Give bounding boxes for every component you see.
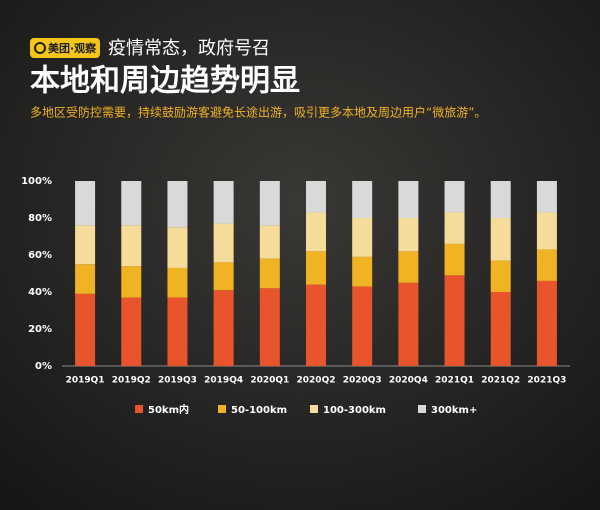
subtitle: 多地区受防控需要，持续鼓励游客避免长途出游，吸引更多本地及周边用户“微旅游”。 bbox=[30, 105, 486, 120]
bar-segment bbox=[75, 181, 96, 226]
bar-segment bbox=[121, 181, 142, 226]
y-tick-label: 40% bbox=[28, 287, 52, 298]
bar-segment bbox=[490, 260, 511, 292]
bar-segment bbox=[490, 218, 511, 261]
bar-segment bbox=[352, 286, 373, 366]
bar-segment bbox=[306, 251, 326, 285]
y-tick-label: 0% bbox=[35, 361, 52, 372]
bar-segment bbox=[444, 243, 465, 276]
legend-swatch bbox=[310, 405, 318, 413]
logo-text: 美团·观察 bbox=[48, 41, 97, 55]
bar-segment bbox=[490, 181, 511, 218]
legend-swatch bbox=[218, 405, 226, 413]
legend-swatch bbox=[418, 405, 426, 413]
bar-segment bbox=[490, 292, 511, 366]
bar-segment bbox=[398, 282, 419, 366]
bar-segment bbox=[398, 181, 419, 218]
bar-segment bbox=[75, 293, 96, 366]
bar-segment bbox=[352, 256, 373, 287]
bar-segment bbox=[213, 290, 234, 366]
bar-segment bbox=[306, 181, 326, 213]
x-tick-label: 2020Q1 bbox=[250, 376, 289, 386]
bar-segment bbox=[259, 181, 280, 226]
bar-segment bbox=[536, 212, 557, 250]
bar-segment bbox=[352, 218, 373, 257]
bar-segment bbox=[352, 181, 373, 218]
bar-segment bbox=[167, 297, 188, 366]
x-tick-label: 2019Q3 bbox=[158, 376, 197, 386]
bar-segment bbox=[121, 297, 142, 366]
bar-segment bbox=[398, 251, 419, 283]
bar-segment bbox=[444, 275, 465, 366]
kicker: 疫情常态，政府号召 bbox=[108, 38, 270, 59]
bar-segment bbox=[167, 267, 188, 298]
bar-segment bbox=[306, 212, 326, 252]
bar-segment bbox=[306, 284, 326, 366]
x-tick-label: 2020Q3 bbox=[343, 376, 382, 386]
x-tick-label: 2019Q4 bbox=[204, 376, 243, 386]
bar-segment bbox=[121, 266, 142, 298]
bar-segment bbox=[536, 249, 557, 281]
bar-segment bbox=[75, 225, 96, 265]
bar-segment bbox=[75, 264, 96, 294]
bar-segment bbox=[444, 212, 465, 244]
bar-segment bbox=[167, 181, 188, 228]
bar-segment bbox=[444, 181, 465, 213]
headline: 本地和周边趋势明显 bbox=[30, 64, 300, 99]
bar-segment bbox=[167, 227, 188, 268]
y-tick-label: 60% bbox=[28, 250, 52, 261]
bar-segment bbox=[213, 181, 234, 224]
bar-segment bbox=[259, 258, 280, 289]
bar-segment bbox=[213, 223, 234, 263]
x-tick-label: 2021Q3 bbox=[527, 376, 566, 386]
bar-segment bbox=[213, 262, 234, 291]
y-tick-label: 80% bbox=[28, 213, 52, 224]
legend-label: 100-300km bbox=[323, 405, 386, 416]
x-tick-label: 2021Q2 bbox=[481, 376, 520, 386]
bar-segment bbox=[259, 225, 280, 259]
x-tick-label: 2019Q1 bbox=[66, 376, 105, 386]
logo-icon bbox=[34, 42, 46, 54]
legend-swatch bbox=[135, 405, 143, 413]
y-tick-label: 100% bbox=[21, 176, 52, 187]
legend-label: 300km+ bbox=[431, 405, 477, 416]
x-tick-label: 2021Q1 bbox=[435, 376, 474, 386]
bar-segment bbox=[536, 181, 557, 213]
bar-segment bbox=[398, 218, 419, 252]
legend-label: 50km内 bbox=[148, 403, 189, 416]
x-tick-label: 2020Q4 bbox=[389, 376, 428, 386]
x-tick-label: 2019Q2 bbox=[112, 376, 151, 386]
logo-badge bbox=[30, 38, 100, 58]
bar-segment bbox=[536, 280, 557, 366]
x-tick-label: 2020Q2 bbox=[297, 376, 336, 386]
legend-label: 50-100km bbox=[231, 405, 287, 416]
y-tick-label: 20% bbox=[28, 324, 52, 335]
bar-segment bbox=[121, 225, 142, 267]
bar-segment bbox=[259, 288, 280, 366]
